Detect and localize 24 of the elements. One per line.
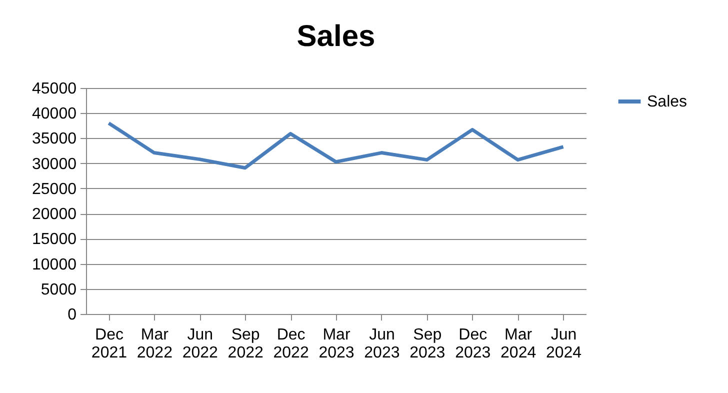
y-tick-label: 5000 [40,281,77,298]
x-tick-label: Dec 2023 [455,326,491,362]
chart-title: Sales [296,20,376,53]
x-tick-label: Jun 2022 [182,326,218,362]
x-tick-label: Sep 2022 [228,326,264,362]
legend-label: Sales [647,94,688,110]
y-tick-label: 30000 [32,156,77,173]
y-tick-label: 20000 [32,206,77,224]
x-tick-label: Sep 2023 [410,326,446,362]
y-tick-label: 25000 [32,180,77,198]
y-tick-label: 0 [68,306,77,324]
y-tick-label: 10000 [32,256,77,274]
x-tick-label: Mar 2024 [500,326,536,362]
x-tick-label: Dec 2021 [91,326,128,362]
x-tick-label: Mar 2022 [136,326,173,362]
y-tick-label: 35000 [32,130,77,148]
y-tick-label: 40000 [32,106,77,123]
x-tick-label: Jun 2023 [364,326,400,362]
x-tick-label: Dec 2022 [273,326,309,362]
x-tick-label: Mar 2023 [318,326,354,362]
line-series [106,121,566,170]
y-tick-label: 15000 [32,231,77,248]
x-tick-label: Jun 2024 [546,326,582,362]
y-tick-label: 45000 [32,80,77,98]
